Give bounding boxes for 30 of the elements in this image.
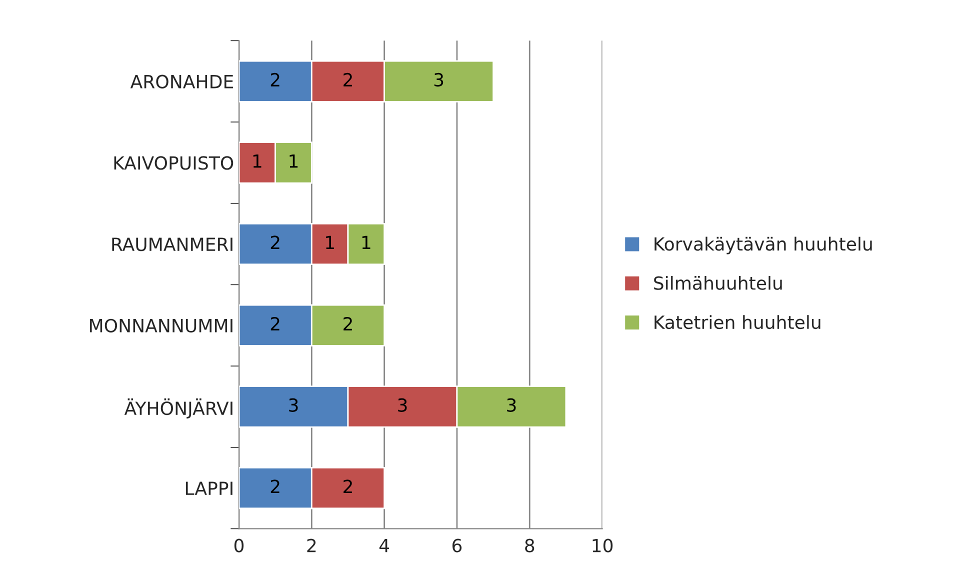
y-tick-label: ÄYHÖNJÄRVI (124, 398, 232, 418)
y-tick-label: LAPPI (186, 482, 232, 495)
x-tick-label: 8 (525, 538, 534, 552)
y-tick-label: RAUMANMERI (112, 238, 232, 252)
legend-label: Korvakäytävän huuhtelu (654, 236, 872, 254)
data-label: 2 (270, 316, 280, 330)
y-tick-label: MONNANNUMMI (90, 318, 232, 332)
data-label: 2 (270, 236, 280, 249)
legend-label: Silmähuuhtelu (654, 276, 782, 290)
data-label: 2 (270, 480, 280, 494)
data-label: 2 (344, 480, 352, 494)
y-tick-label: KAIVOPUISTO (114, 156, 234, 170)
data-label: 3 (507, 398, 516, 412)
x-tick-label: 2 (307, 538, 316, 552)
data-label: 1 (362, 236, 370, 249)
data-label: 1 (253, 154, 262, 168)
y-tick-label: ARONAHDE (130, 74, 233, 88)
data-label: 3 (398, 398, 407, 412)
x-tick-label: 10 (592, 538, 613, 552)
data-label: 2 (344, 72, 352, 86)
data-label: 1 (326, 236, 334, 249)
data-label: 1 (290, 154, 298, 168)
data-label: 2 (344, 316, 352, 330)
data-label: 3 (434, 72, 444, 87)
data-label: 3 (289, 398, 298, 412)
legend-label: Katetrien huuhtelu (654, 315, 820, 330)
x-tick-label: 6 (452, 538, 462, 552)
x-tick-label: 4 (379, 538, 390, 552)
x-tick-label: 0 (234, 538, 244, 552)
data-label: 2 (270, 72, 280, 86)
